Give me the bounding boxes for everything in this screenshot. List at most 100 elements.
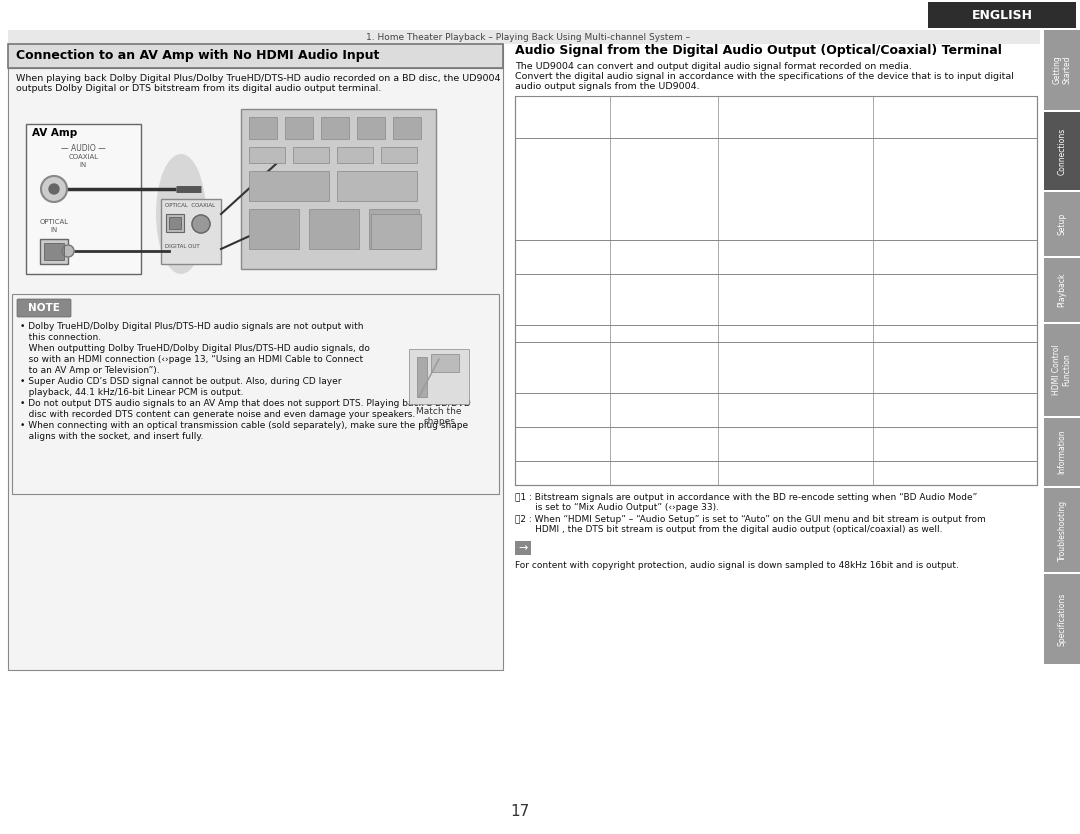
Text: NOTE: NOTE [28, 303, 59, 313]
Text: Match the: Match the [416, 407, 462, 416]
Bar [610, 138, 718, 155]
Bar [610, 444, 718, 461]
Bar [718, 240, 873, 257]
Bar [8, 68, 503, 670]
Bar [166, 214, 184, 232]
Bar [249, 147, 285, 163]
Text: 2 ch Downmix LPCM: 2 ch Downmix LPCM [877, 465, 976, 475]
Bar [515, 359, 610, 376]
Bar [26, 124, 141, 274]
Bar [873, 155, 1037, 172]
Text: Specifications: Specifications [1057, 592, 1067, 646]
Bar [515, 541, 531, 555]
Bar [718, 206, 873, 223]
Text: MP3, WMA, AAC, LPCM: MP3, WMA, AAC, LPCM [519, 448, 630, 458]
Bar [873, 138, 1037, 240]
Text: For content with copyright protection, audio signal is down sampled to 48kHz 16b: For content with copyright protection, a… [515, 561, 959, 570]
Bar [873, 122, 1037, 138]
Text: Dolby Digital: Dolby Digital [723, 396, 785, 406]
Bar [8, 30, 1040, 44]
Bar [718, 410, 873, 427]
Text: DTS-HD: DTS-HD [615, 209, 652, 219]
Bar [515, 325, 610, 342]
Text: Multi area: Multi area [615, 345, 663, 355]
Bar [610, 410, 718, 427]
Bar [610, 172, 718, 189]
Text: 2 ch Downmix LPCM⁳1: 2 ch Downmix LPCM⁳1 [723, 227, 834, 237]
Text: Setup: Setup [1057, 213, 1067, 235]
Text: shapes: shapes [423, 417, 455, 426]
Text: ⁳2 : When “HDMI Setup” – “Audio Setup” is set to “Auto” on the GUI menu and bit : ⁳2 : When “HDMI Setup” – “Audio Setup” i… [515, 515, 986, 524]
Bar [718, 427, 873, 444]
Bar [161, 199, 221, 264]
Text: Audio Signal from the Digital Audio Output (Optical/Coaxial) Terminal: Audio Signal from the Digital Audio Outp… [515, 44, 1002, 57]
Bar [928, 2, 1076, 28]
Bar [515, 172, 610, 189]
Bar [515, 223, 610, 240]
Text: Stereo area: Stereo area [615, 363, 671, 373]
Text: When outputting Dolby TrueHD/Dolby Digital Plus/DTS-HD audio signals, do: When outputting Dolby TrueHD/Dolby Digit… [21, 344, 369, 353]
Bar [515, 427, 610, 444]
Bar [337, 147, 373, 163]
Bar [18, 300, 70, 316]
Text: 2 ch Downmix LPCM: 2 ch Downmix LPCM [723, 260, 822, 270]
Bar [718, 223, 873, 240]
Text: IN: IN [80, 162, 87, 168]
Text: 2 ch LPCM: 2 ch LPCM [723, 430, 773, 440]
Bar [610, 325, 718, 342]
Bar [610, 155, 718, 172]
Bar [515, 122, 610, 138]
Text: DIGITAL OUT: DIGITAL OUT [165, 244, 200, 249]
Text: • Do not output DTS audio signals to an AV Amp that does not support DTS. Playin: • Do not output DTS audio signals to an … [21, 399, 471, 408]
Bar [610, 393, 718, 410]
Text: (DTS⁳2): (DTS⁳2) [877, 475, 916, 485]
Bar [718, 342, 873, 376]
Bar [515, 342, 610, 359]
Bar [1044, 112, 1080, 190]
Bar [610, 223, 718, 240]
Text: Dolby TrueHD: Dolby TrueHD [615, 175, 681, 185]
Text: DTS: DTS [723, 468, 742, 478]
Bar [610, 189, 718, 206]
Bar [1044, 418, 1080, 486]
FancyBboxPatch shape [17, 299, 71, 317]
Bar [515, 376, 610, 393]
Text: Dolby Digital: Dolby Digital [723, 244, 785, 254]
Bar [718, 122, 873, 138]
Bar [610, 359, 718, 376]
Bar [873, 393, 1037, 410]
Bar [873, 291, 1037, 308]
Bar [610, 274, 718, 291]
Bar [718, 189, 873, 206]
Bar [718, 138, 873, 155]
Text: DTS-CD: DTS-CD [519, 468, 556, 478]
Text: is set to “Mix Audio Output” (‹›page 33).: is set to “Mix Audio Output” (‹›page 33)… [515, 503, 719, 512]
Bar [873, 206, 1037, 223]
Bar [515, 240, 610, 257]
Text: the GUI menu: the GUI menu [841, 111, 914, 120]
Bar [372, 214, 421, 249]
Bar [873, 172, 1037, 189]
Bar [873, 342, 1037, 359]
Bar [8, 44, 503, 68]
Bar [1044, 258, 1080, 322]
Bar [249, 209, 299, 249]
Text: MP3, MP2: MP3, MP2 [615, 414, 662, 424]
Bar [293, 147, 329, 163]
Text: Dolby Digital: Dolby Digital [615, 278, 677, 288]
Bar [718, 444, 873, 461]
Bar [718, 172, 873, 189]
Bar [1044, 30, 1080, 110]
Text: Bitstream: Bitstream [772, 125, 820, 135]
Bar [873, 223, 1037, 240]
Bar [718, 393, 873, 410]
Bar [873, 359, 1037, 376]
Bar [873, 325, 1037, 342]
Circle shape [192, 215, 210, 233]
Bar [241, 109, 436, 269]
Bar [1044, 574, 1080, 664]
Bar [718, 342, 873, 359]
Bar [431, 354, 459, 372]
Bar [718, 308, 873, 325]
Bar [409, 349, 469, 404]
